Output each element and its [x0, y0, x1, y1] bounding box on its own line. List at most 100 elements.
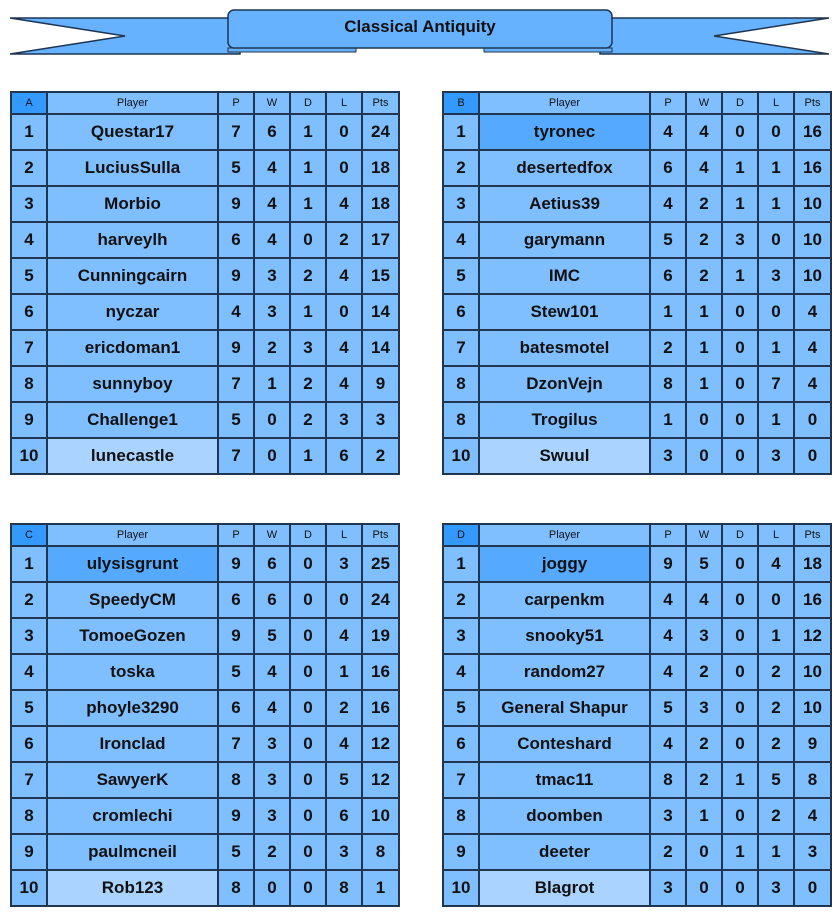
lost-cell: 0	[325, 293, 363, 331]
played-cell: 6	[217, 581, 255, 619]
rank-cell: 7	[442, 761, 480, 799]
column-header-points: Pts	[361, 523, 400, 547]
lost-cell: 0	[757, 221, 795, 259]
won-cell: 0	[253, 437, 291, 475]
played-cell: 9	[217, 257, 255, 295]
column-header-drawn: D	[289, 91, 327, 115]
lost-cell: 4	[325, 257, 363, 295]
points-cell: 10	[793, 221, 832, 259]
player-cell: paulmcneil	[46, 833, 219, 871]
rank-cell: 10	[10, 437, 48, 475]
rank-cell: 2	[442, 149, 480, 187]
drawn-cell: 0	[721, 617, 759, 655]
points-cell: 16	[793, 113, 832, 151]
won-cell: 4	[685, 149, 723, 187]
player-cell: snooky51	[478, 617, 651, 655]
drawn-cell: 0	[289, 725, 327, 763]
lost-cell: 1	[757, 329, 795, 367]
played-cell: 3	[649, 437, 687, 475]
rank-cell: 4	[10, 653, 48, 691]
lost-cell: 0	[757, 293, 795, 331]
drawn-cell: 0	[289, 869, 327, 907]
rank-cell: 2	[10, 581, 48, 619]
points-cell: 12	[361, 725, 400, 763]
lost-cell: 1	[757, 833, 795, 871]
player-cell: Rob123	[46, 869, 219, 907]
won-cell: 1	[253, 365, 291, 403]
player-cell: phoyle3290	[46, 689, 219, 727]
rank-cell: 9	[10, 401, 48, 439]
table-row: 6 Stew101 1 1 0 0 4	[442, 293, 832, 331]
player-cell: ulysisgrunt	[46, 545, 219, 583]
player-cell: garymann	[478, 221, 651, 259]
played-cell: 2	[649, 833, 687, 871]
rank-cell: 2	[10, 149, 48, 187]
drawn-cell: 1	[721, 185, 759, 223]
won-cell: 2	[685, 185, 723, 223]
player-cell: carpenkm	[478, 581, 651, 619]
rank-cell: 4	[10, 221, 48, 259]
drawn-cell: 0	[721, 365, 759, 403]
played-cell: 4	[649, 185, 687, 223]
group-d-table: D Player P W D L Pts 1 joggy 9 5 0 4 18 2 carpenkm 4 4 0 0 1…	[442, 523, 832, 907]
points-cell: 4	[793, 293, 832, 331]
played-cell: 4	[649, 581, 687, 619]
table-row: 9 Challenge1 5 0 2 3 3	[10, 401, 400, 439]
rank-cell: 8	[10, 365, 48, 403]
group-c-table: C Player P W D L Pts 1 ulysisgrunt 9 6 0 3 25 2 SpeedyC…	[10, 523, 400, 907]
player-cell: desertedfox	[478, 149, 651, 187]
drawn-cell: 0	[721, 581, 759, 619]
player-cell: lunecastle	[46, 437, 219, 475]
points-cell: 9	[361, 365, 400, 403]
won-cell: 0	[685, 401, 723, 439]
column-header-lost: L	[757, 91, 795, 115]
won-cell: 3	[685, 689, 723, 727]
played-cell: 9	[217, 617, 255, 655]
played-cell: 4	[649, 113, 687, 151]
lost-cell: 0	[757, 113, 795, 151]
player-cell: Stew101	[478, 293, 651, 331]
table-row: 1 ulysisgrunt 9 6 0 3 25	[10, 545, 400, 583]
rank-cell: 6	[10, 293, 48, 331]
player-cell: TomoeGozen	[46, 617, 219, 655]
table-row: 1 joggy 9 5 0 4 18	[442, 545, 832, 583]
points-cell: 16	[793, 581, 832, 619]
lost-cell: 1	[757, 185, 795, 223]
played-cell: 6	[217, 689, 255, 727]
won-cell: 3	[253, 293, 291, 331]
points-cell: 4	[793, 329, 832, 367]
played-cell: 9	[217, 797, 255, 835]
column-header-drawn: D	[721, 523, 759, 547]
won-cell: 2	[685, 761, 723, 799]
drawn-cell: 1	[289, 437, 327, 475]
points-cell: 12	[793, 617, 832, 655]
lost-cell: 2	[757, 725, 795, 763]
rank-cell: 1	[10, 113, 48, 151]
column-header-lost: L	[757, 523, 795, 547]
points-cell: 10	[793, 257, 832, 295]
rank-cell: 6	[442, 725, 480, 763]
table-row: 10 Swuul 3 0 0 3 0	[442, 437, 832, 475]
drawn-cell: 2	[289, 401, 327, 439]
rank-cell: 10	[10, 869, 48, 907]
rank-cell: 5	[442, 689, 480, 727]
group-label: D	[442, 523, 480, 547]
player-cell: random27	[478, 653, 651, 691]
won-cell: 0	[253, 869, 291, 907]
lost-cell: 1	[757, 401, 795, 439]
points-cell: 3	[793, 833, 832, 871]
won-cell: 2	[685, 221, 723, 259]
rank-cell: 6	[442, 293, 480, 331]
won-cell: 4	[685, 581, 723, 619]
drawn-cell: 0	[289, 653, 327, 691]
player-cell: tyronec	[478, 113, 651, 151]
table-row: 10 Rob123 8 0 0 8 1	[10, 869, 400, 907]
table-row: 8 doomben 3 1 0 2 4	[442, 797, 832, 835]
drawn-cell: 0	[721, 869, 759, 907]
lost-cell: 4	[325, 329, 363, 367]
table-row: 8 DzonVejn 8 1 0 7 4	[442, 365, 832, 403]
points-cell: 0	[793, 869, 832, 907]
drawn-cell: 1	[721, 761, 759, 799]
won-cell: 6	[253, 113, 291, 151]
points-cell: 10	[361, 797, 400, 835]
